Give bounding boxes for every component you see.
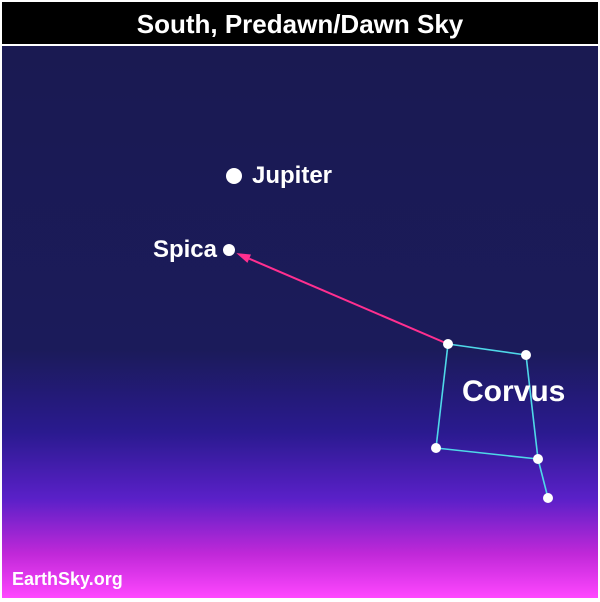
title-bar: South, Predawn/Dawn Sky <box>2 2 598 46</box>
constellation-star <box>521 350 531 360</box>
constellation-star <box>533 454 543 464</box>
object-jupiter <box>226 168 242 184</box>
sky-overlay: Corvus Jupiter Spica <box>2 46 600 602</box>
constellation-star <box>543 493 553 503</box>
constellation-edge <box>448 344 526 355</box>
chart-title: South, Predawn/Dawn Sky <box>137 9 464 39</box>
object-spica <box>223 244 235 256</box>
pointer-arrow-head <box>236 253 251 263</box>
object-label-jupiter: Jupiter <box>252 162 332 189</box>
object-label-spica: Spica <box>153 236 218 263</box>
constellation-edge <box>436 344 448 448</box>
constellation-star <box>431 443 441 453</box>
constellation-label: Corvus <box>462 375 565 408</box>
constellation-edge <box>538 459 548 498</box>
constellation-star <box>443 339 453 349</box>
attribution-text: EarthSky.org <box>12 569 123 590</box>
constellation-edge <box>436 448 538 459</box>
star-chart: South, Predawn/Dawn Sky Corvus Jupiter Spi… <box>0 0 600 600</box>
pointer-arrow-shaft <box>249 259 448 344</box>
